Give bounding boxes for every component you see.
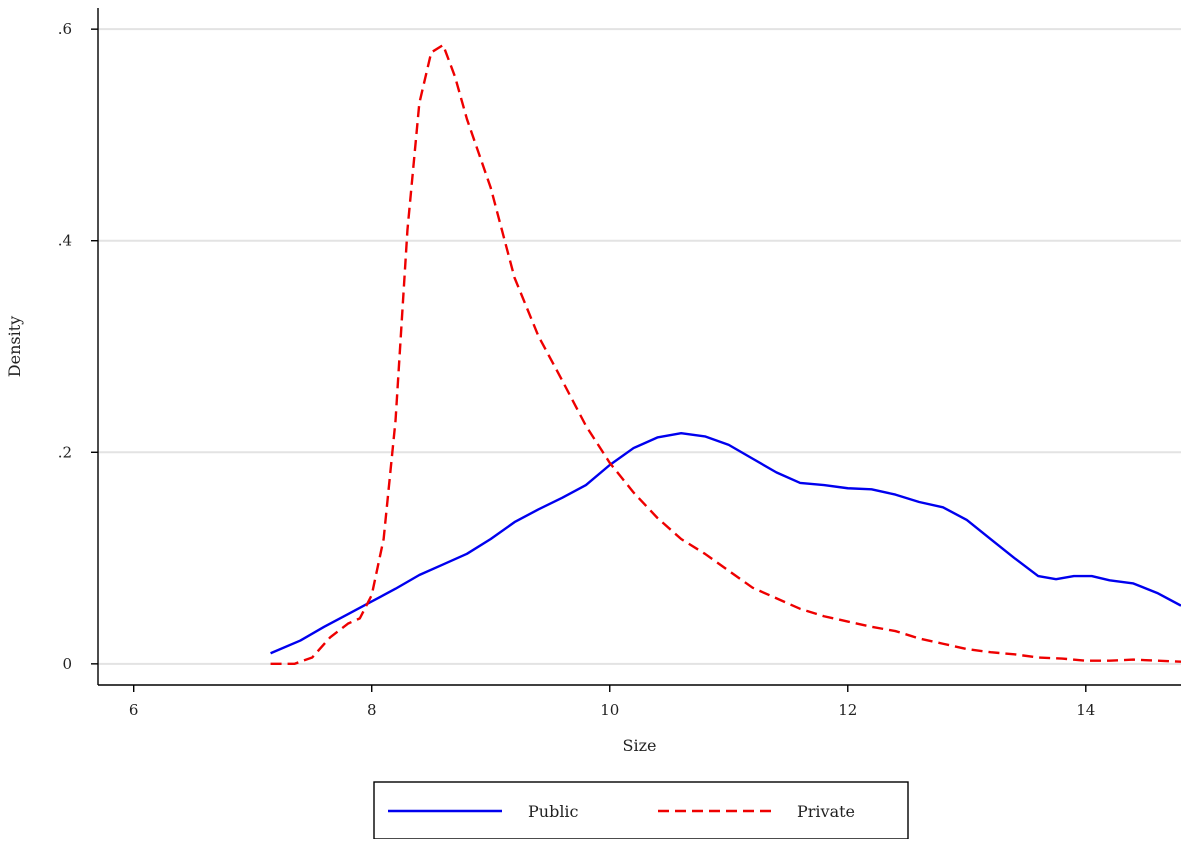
x-tick-label-3: 12 (838, 701, 857, 719)
series-line-private (270, 43, 1181, 666)
series-lines (270, 43, 1181, 666)
x-tick-label-4: 14 (1076, 701, 1095, 719)
x-tick-label-2: 10 (600, 701, 619, 719)
legend-label-public: Public (528, 802, 579, 821)
gridlines (98, 28, 1181, 665)
x-tick-label-0: 6 (129, 701, 139, 719)
y-axis-title: Density (5, 316, 24, 377)
series-line-public (270, 432, 1181, 655)
x-axis-title: Size (623, 736, 657, 755)
y-tick-label-0: 0 (62, 655, 72, 673)
axis-ticks: 0 .2 .4 .6 6 8 10 12 14 (58, 20, 1096, 719)
x-tick-label-1: 8 (367, 701, 377, 719)
y-tick-label-1: .2 (58, 443, 72, 461)
y-tick-label-3: .6 (58, 20, 72, 38)
axes (97, 8, 1181, 686)
legend-label-private: Private (797, 802, 855, 821)
y-tick-label-2: .4 (58, 232, 72, 250)
legend: Public Private (373, 781, 909, 840)
